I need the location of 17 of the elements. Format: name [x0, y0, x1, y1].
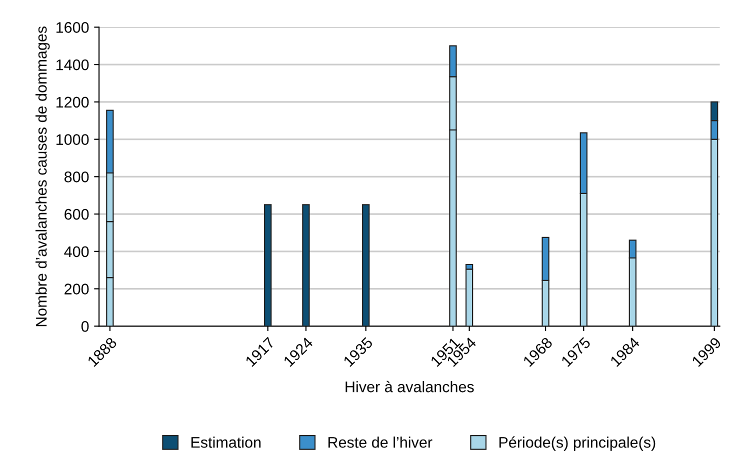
x-axis-title: Hiver à avalanches [346, 380, 474, 392]
y-axis-title: Nombre d’avalanches causes de dommages [36, 26, 50, 326]
y-tick-label: 200 [64, 284, 89, 294]
y-tick-label: 800 [64, 172, 89, 182]
y-tick-label: 600 [64, 208, 89, 220]
legend-label: Reste de l’hiver [328, 436, 432, 448]
y-tick-label: 1600 [56, 22, 89, 33]
y-tick-label: 0 [81, 321, 89, 332]
y-tick-label: 1400 [56, 59, 89, 70]
y-tick-label: 1000 [56, 134, 89, 145]
bar [362, 204, 370, 326]
legend-label: Estimation [191, 436, 261, 448]
bar [302, 204, 310, 326]
legend-label: Période(s) principale(s) [499, 436, 656, 451]
bar [264, 204, 272, 326]
y-tick-label: 1200 [56, 96, 89, 108]
y-tick-label: 400 [64, 246, 89, 258]
